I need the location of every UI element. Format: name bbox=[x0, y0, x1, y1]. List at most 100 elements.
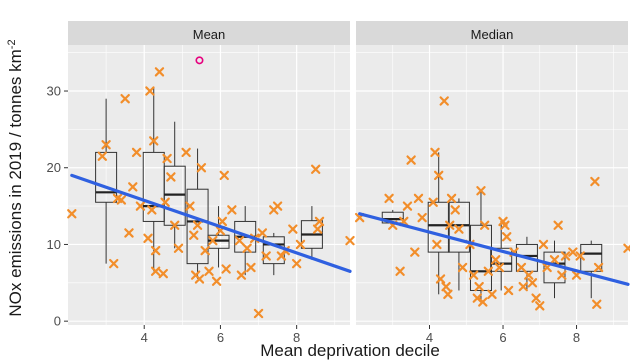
data-point bbox=[557, 270, 567, 280]
data-point bbox=[124, 228, 134, 238]
x-tick-label: 6 bbox=[499, 330, 506, 345]
data-point bbox=[549, 255, 560, 265]
data-point bbox=[253, 308, 264, 319]
data-point bbox=[135, 201, 146, 211]
data-point bbox=[483, 266, 494, 277]
data-point bbox=[272, 201, 283, 211]
data-point bbox=[518, 281, 528, 292]
data-point bbox=[147, 205, 157, 215]
data-point bbox=[560, 251, 571, 261]
data-point bbox=[196, 163, 207, 173]
data-point bbox=[97, 151, 107, 161]
plot-background bbox=[68, 45, 350, 325]
y-tick-label: 30 bbox=[47, 84, 61, 99]
data-point bbox=[474, 281, 484, 292]
data-point bbox=[234, 235, 245, 246]
x-tick-label: 8 bbox=[293, 330, 300, 345]
data-point bbox=[170, 220, 180, 230]
data-point bbox=[192, 220, 203, 230]
data-point bbox=[478, 297, 488, 307]
data-point bbox=[446, 193, 457, 204]
data-point bbox=[487, 289, 497, 300]
data-point bbox=[150, 245, 161, 256]
data-point bbox=[221, 264, 231, 274]
data-point bbox=[417, 212, 427, 223]
data-point bbox=[154, 67, 165, 77]
data-point bbox=[236, 270, 247, 280]
facet-strip-label: Median bbox=[471, 27, 514, 42]
data-point bbox=[314, 216, 325, 227]
data-point bbox=[181, 147, 191, 158]
data-point bbox=[173, 243, 184, 253]
data-point bbox=[500, 220, 510, 230]
data-point bbox=[527, 278, 538, 288]
facet-strip-label: Mean bbox=[193, 27, 226, 42]
box-iqr bbox=[490, 247, 513, 272]
data-point bbox=[430, 147, 440, 158]
data-point bbox=[590, 176, 600, 187]
data-point bbox=[413, 193, 424, 204]
data-point bbox=[149, 136, 159, 146]
data-point bbox=[479, 220, 490, 230]
data-point bbox=[67, 209, 77, 219]
data-point bbox=[490, 255, 501, 265]
data-point bbox=[128, 182, 138, 192]
y-axis-title-superscript: -2 bbox=[6, 39, 18, 49]
data-point bbox=[219, 170, 229, 181]
data-point bbox=[185, 201, 195, 211]
box-iqr bbox=[186, 188, 209, 265]
data-point bbox=[160, 197, 170, 207]
data-point bbox=[189, 230, 199, 240]
facet-strip bbox=[356, 21, 628, 45]
data-point bbox=[441, 281, 451, 292]
data-point bbox=[143, 233, 153, 244]
data-point bbox=[217, 216, 228, 227]
y-tick-label: 0 bbox=[54, 314, 61, 329]
data-point bbox=[166, 172, 176, 182]
data-point bbox=[402, 201, 413, 211]
data-point bbox=[575, 251, 585, 261]
data-point bbox=[468, 270, 479, 280]
plot-background bbox=[356, 45, 628, 325]
data-point bbox=[503, 285, 514, 296]
box-iqr bbox=[207, 234, 230, 249]
data-point bbox=[457, 262, 468, 273]
data-point bbox=[524, 270, 534, 280]
data-point bbox=[276, 251, 287, 261]
data-point bbox=[502, 232, 512, 242]
data-point bbox=[312, 224, 323, 234]
x-tick-label: 6 bbox=[217, 330, 224, 345]
data-point bbox=[150, 266, 161, 277]
data-point bbox=[345, 235, 355, 246]
data-point bbox=[261, 251, 271, 261]
data-point bbox=[131, 147, 142, 158]
data-point bbox=[211, 276, 222, 286]
y-axis-title: NOx emissions in 2019 / tonnes km-2 bbox=[6, 39, 25, 316]
trend-line bbox=[358, 212, 630, 286]
x-axis-title: Mean deprivation decile bbox=[260, 341, 440, 360]
data-point bbox=[384, 193, 394, 204]
data-point bbox=[435, 274, 446, 284]
trend-line bbox=[70, 173, 352, 273]
data-point bbox=[535, 301, 545, 311]
data-point bbox=[553, 220, 563, 230]
data-point bbox=[443, 289, 453, 300]
data-point bbox=[288, 224, 298, 234]
data-point bbox=[472, 293, 482, 303]
y-axis-ticks: 0 10 20 30 bbox=[47, 84, 68, 329]
x-tick-label: 8 bbox=[573, 330, 580, 345]
data-point bbox=[194, 274, 205, 284]
data-point bbox=[158, 268, 168, 279]
data-point bbox=[432, 239, 442, 250]
data-point bbox=[246, 262, 256, 273]
data-point bbox=[257, 228, 268, 238]
data-point bbox=[311, 164, 321, 174]
x-tick-label: 4 bbox=[426, 330, 433, 345]
y-tick-label: 10 bbox=[47, 237, 61, 252]
box-iqr bbox=[515, 243, 538, 272]
data-point bbox=[291, 258, 302, 269]
data-point bbox=[516, 262, 527, 273]
data-point bbox=[395, 266, 405, 277]
data-point bbox=[450, 205, 460, 215]
facet-panel-median: Median 4 6 8 bbox=[354, 21, 630, 345]
